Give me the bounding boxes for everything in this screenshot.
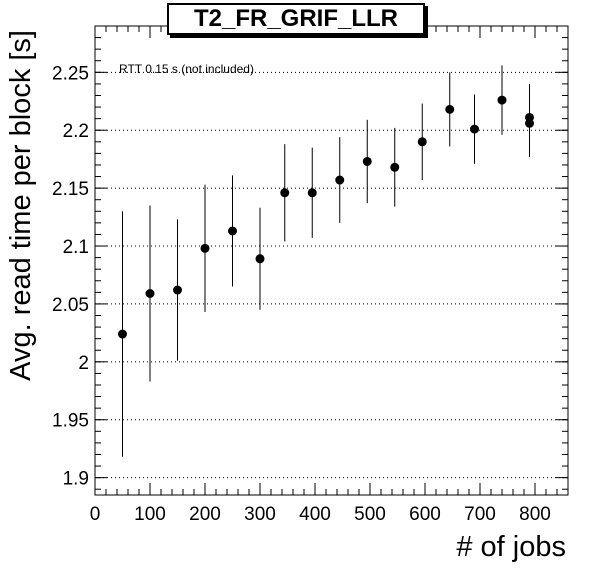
data-point [390,162,400,172]
data-point [255,254,265,264]
data-point [173,285,182,295]
data-point [445,104,455,114]
data-point [228,226,237,236]
chart-title: T2_FR_GRIF_LLR [167,3,425,35]
y-tick-label: 2.05 [52,295,89,316]
x-tick-label: 200 [189,504,221,525]
data-point [145,289,155,299]
rtt-annotation: RTT 0.15 s (not included) [119,62,254,76]
y-tick-label: 2.1 [63,237,89,258]
y-axis-label: Avg. read time per block [s] [5,30,37,381]
data-point [497,95,507,105]
data-point [335,175,345,185]
y-tick-label: 2.2 [63,121,89,142]
data-point [470,124,479,134]
x-tick-label: 500 [354,504,386,525]
x-tick-label: 300 [244,504,276,525]
grid-lines [95,71,568,479]
x-tick-label: 100 [134,504,166,525]
data-point [200,243,210,253]
data-point [362,156,372,166]
x-tick-label: 400 [299,504,331,525]
y-tick-label: 1.9 [63,469,89,490]
plot-frame [94,25,569,496]
data-point [118,329,127,339]
chart-title-text: T2_FR_GRIF_LLR [193,5,399,32]
x-axis-label: # of jobs [456,531,566,563]
data-point [417,137,427,147]
x-tick-label: 0 [90,504,101,525]
data-points [118,65,534,457]
y-tick-label: 2.25 [52,63,89,84]
x-tick-label: 700 [464,504,496,525]
x-tick-label: 800 [519,504,551,525]
data-point [525,118,534,128]
x-tick-label: 600 [409,504,441,525]
x-axis: 0 100 200 300 400 500 600 700 800 [90,26,569,525]
y-tick-label: 2 [78,353,89,374]
y-tick-label: 1.95 [52,411,89,432]
y-axis: 1.9 1.95 2 2.05 2.1 2.15 2.2 2.25 [52,25,568,490]
y-tick-label: 2.15 [52,179,89,200]
data-point [307,188,317,198]
data-point [280,188,290,198]
